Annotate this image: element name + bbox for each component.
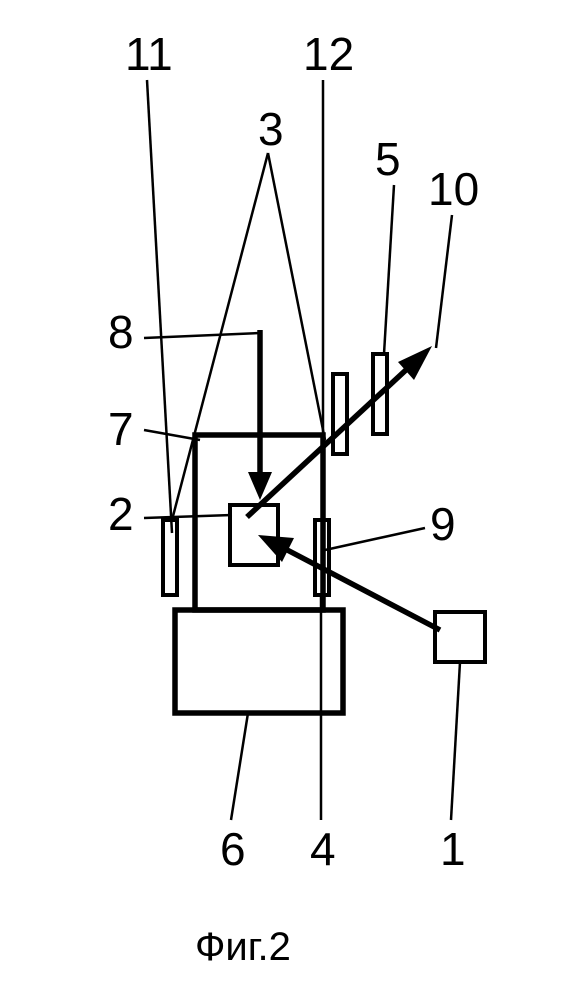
slot-upper-1: [333, 374, 347, 454]
label-8: 8: [108, 306, 134, 358]
label-12: 12: [303, 28, 354, 80]
label-9: 9: [430, 498, 456, 550]
labels: 11 12 3 5 10 8 7 2 9 6 4 1: [108, 28, 479, 875]
label-10: 10: [428, 163, 479, 215]
arrow-in: [258, 535, 440, 630]
label-7: 7: [108, 403, 134, 455]
label-1: 1: [440, 823, 466, 875]
leader-lines: [144, 80, 460, 820]
label-4: 4: [310, 823, 336, 875]
label-2: 2: [108, 488, 134, 540]
diagram-svg: 11 12 3 5 10 8 7 2 9 6 4 1 Фиг.2: [0, 0, 580, 999]
arrow-out: [247, 346, 432, 517]
label-3: 3: [258, 103, 284, 155]
bottom-rect: [175, 610, 343, 713]
arrow-down: [248, 330, 272, 500]
slot-left: [163, 520, 177, 595]
figure-caption: Фиг.2: [195, 925, 291, 969]
label-6: 6: [220, 823, 246, 875]
source-block: [435, 612, 485, 662]
label-11: 11: [125, 28, 173, 80]
label-5: 5: [375, 133, 401, 185]
